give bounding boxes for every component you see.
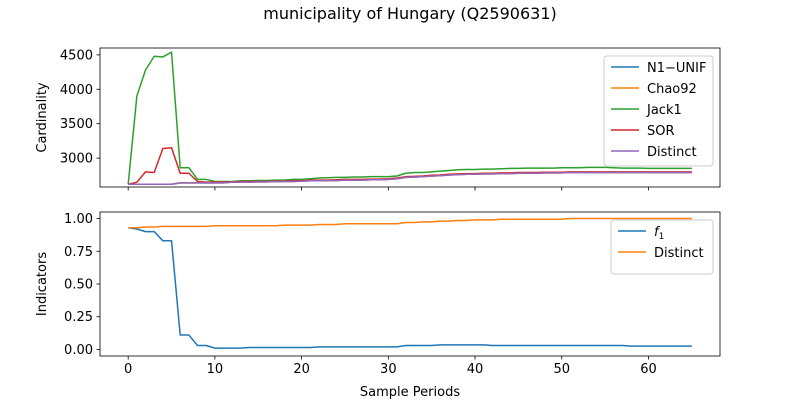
y-tick-label: 1.00 [64, 212, 93, 227]
x-tick-label: 60 [640, 362, 657, 377]
y-tick-label: 4500 [60, 48, 93, 63]
chart-title: municipality of Hungary (Q2590631) [263, 4, 556, 23]
x-tick-label: 0 [124, 362, 132, 377]
cardinality-panel: 3000 3500 4000 4500 Cardinality N1−UNIF Chao92… [35, 47, 721, 191]
legend-label: Distinct [654, 246, 704, 261]
legend-label: N1−UNIF [647, 61, 706, 76]
legend-label: f1 [654, 225, 664, 242]
x-tick-label: 20 [293, 362, 310, 377]
y-tick-label: 0.25 [64, 310, 93, 325]
x-axis-label: Sample Periods [360, 385, 460, 400]
x-tick-label: 30 [380, 362, 397, 377]
indicators-panel: 0 10 20 30 40 50 60 0.00 0.25 0.50 0.75 1.00 Indicat… [35, 211, 721, 400]
y-axis-label: Cardinality [35, 82, 50, 153]
legend-label: Distinct [647, 145, 697, 160]
legend-label: Chao92 [647, 82, 697, 97]
axes-frame [99, 47, 721, 188]
y-tick-label: 3000 [60, 152, 93, 167]
y-tick-label: 4000 [60, 83, 93, 98]
y-tick-label: 0.50 [64, 278, 93, 293]
y-tick-label: 3500 [60, 117, 93, 132]
legend: N1−UNIF Chao92 Jack1 SOR Distinct [603, 55, 714, 167]
legend: f1 Distinct [610, 219, 714, 275]
x-tick-label: 10 [207, 362, 224, 377]
y-tick-label: 0.75 [64, 245, 93, 260]
series-line-distinct [128, 171, 692, 185]
legend-label-main: f [654, 225, 661, 240]
series-line-f [128, 226, 692, 349]
legend-label: Jack1 [646, 103, 682, 118]
series-line-distinct [128, 217, 692, 229]
legend-box [610, 219, 714, 275]
x-tick-label: 40 [467, 362, 484, 377]
legend-label-subscript: 1 [659, 232, 665, 242]
legend-label: SOR [647, 124, 675, 139]
y-axis-label: Indicators [35, 252, 50, 316]
x-tick-label: 50 [553, 362, 570, 377]
legend-box [603, 55, 714, 167]
y-tick-label: 0.00 [64, 343, 93, 358]
